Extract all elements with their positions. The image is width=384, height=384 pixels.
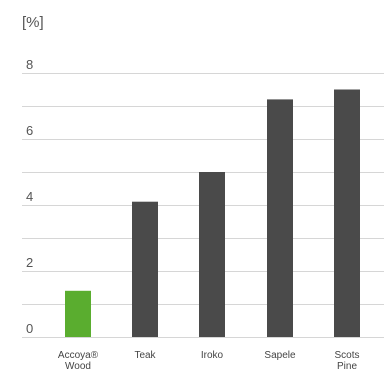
x-category-label: Sapele	[264, 350, 296, 361]
x-axis-categories: Accoya® Wood Teak Iroko Sapele Scots Pine	[58, 350, 360, 372]
bar	[199, 172, 225, 337]
bar	[334, 89, 360, 337]
bar	[132, 201, 158, 337]
bar	[267, 99, 293, 338]
y-axis-unit-label: [%]	[22, 14, 44, 31]
x-category-label: Scots Pine	[334, 350, 359, 372]
x-category-label-line: Scots	[334, 350, 359, 361]
bar	[65, 290, 91, 337]
x-category-label-line: Teak	[134, 350, 156, 361]
x-category-label: Iroko	[201, 350, 224, 361]
y-axis-ticks: 0 2 4 6 8	[26, 57, 33, 336]
y-tick-label: 8	[26, 57, 33, 72]
x-category-label: Accoya® Wood	[58, 350, 99, 372]
x-category-label-line: Wood	[65, 361, 91, 372]
x-category-label-line: Iroko	[201, 350, 224, 361]
y-tick-label: 2	[26, 255, 33, 270]
y-tick-label: 4	[26, 189, 33, 204]
x-category-label-line: Pine	[337, 361, 357, 372]
x-category-label: Teak	[134, 350, 156, 361]
y-tick-label: 6	[26, 123, 33, 138]
x-category-label-line: Accoya®	[58, 350, 99, 361]
bars	[65, 89, 360, 338]
x-category-label-line: Sapele	[264, 350, 296, 361]
y-tick-label: 0	[26, 321, 33, 336]
